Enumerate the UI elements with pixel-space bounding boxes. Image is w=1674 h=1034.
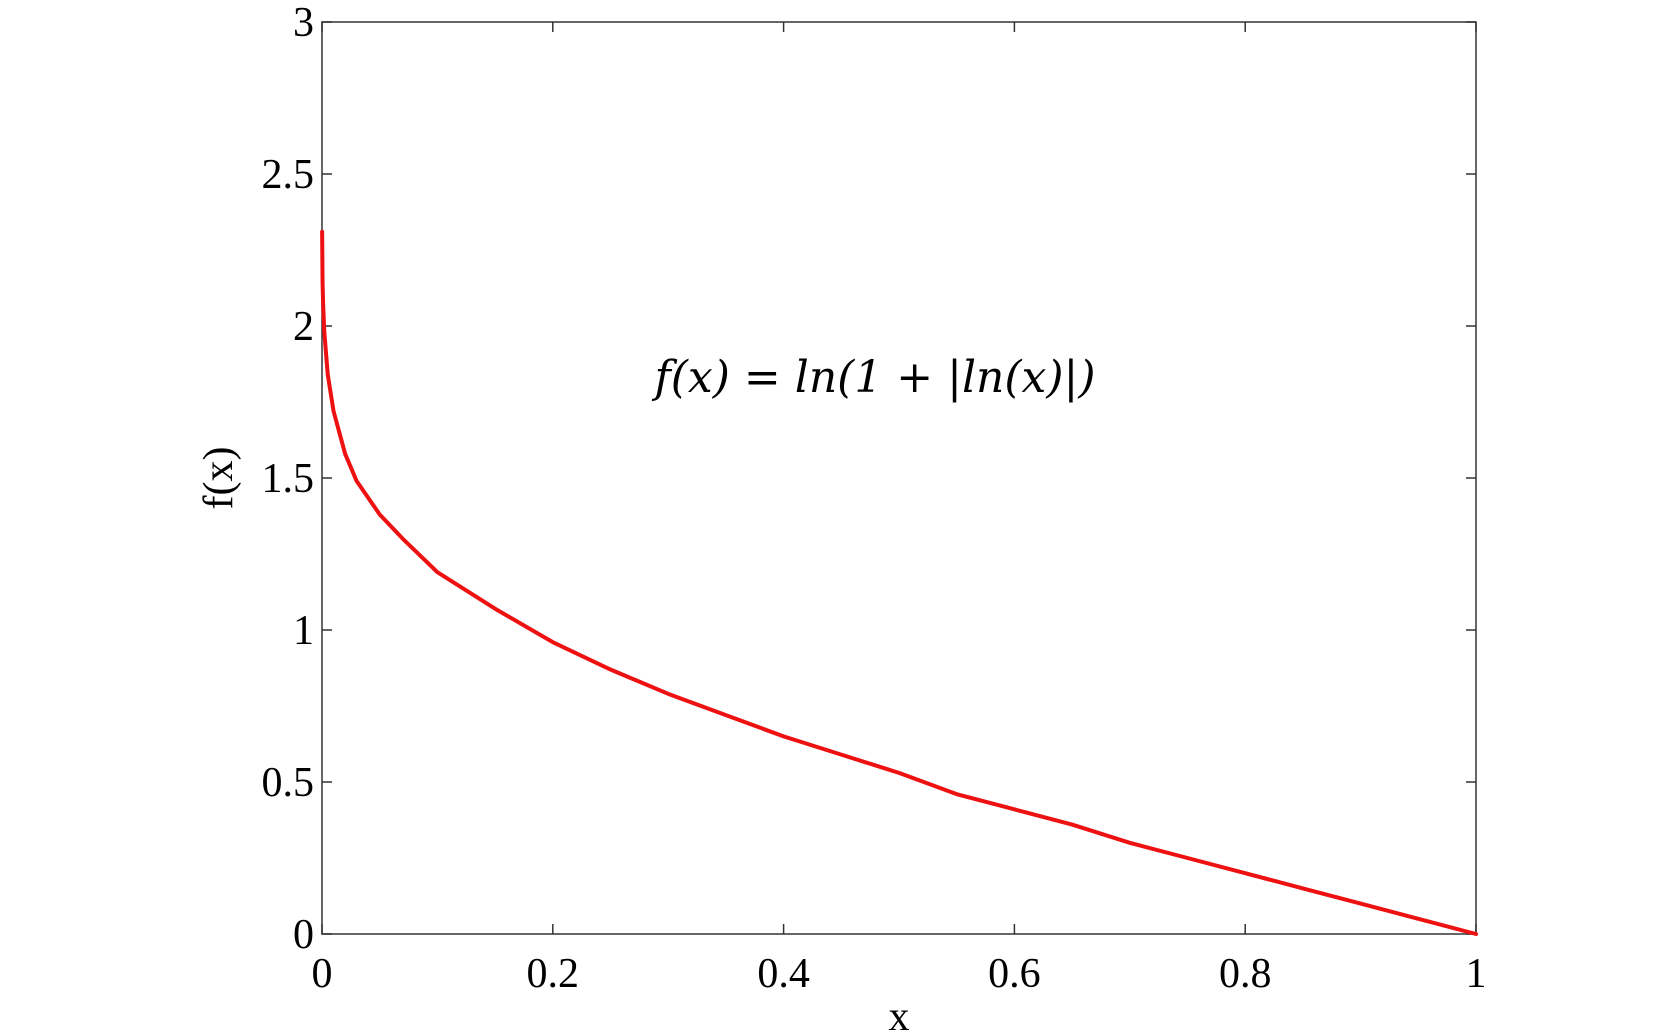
y-tick-label: 2 (293, 304, 314, 350)
x-tick-label: 0.2 (527, 951, 580, 997)
formula-annotation: f(x) = ln(1 + |ln(x)|) (651, 352, 1095, 403)
x-tick-label: 0.8 (1219, 951, 1272, 997)
x-tick-labels: 0 0.2 0.4 0.6 0.8 1 (312, 951, 1487, 997)
x-tick-label: 0 (312, 951, 333, 997)
y-tick-label: 1.5 (262, 456, 315, 502)
y-tick-label: 3 (293, 0, 314, 46)
x-axis-label: x (889, 994, 910, 1034)
y-tick-label: 1 (293, 608, 314, 654)
x-tick-label: 0.4 (757, 951, 810, 997)
series-line (320, 229, 1478, 936)
y-tick-labels: 0 0.5 1 1.5 2 2.5 3 (262, 0, 315, 958)
y-tick-label: 2.5 (262, 152, 315, 198)
x-tick-label: 1 (1466, 951, 1487, 997)
plot-area (321, 21, 1477, 935)
y-axis-label: f(x) (196, 447, 242, 510)
y-tick-label: 0.5 (262, 760, 315, 806)
x-tick-label: 0.6 (988, 951, 1041, 997)
y-tick-label: 0 (293, 912, 314, 958)
